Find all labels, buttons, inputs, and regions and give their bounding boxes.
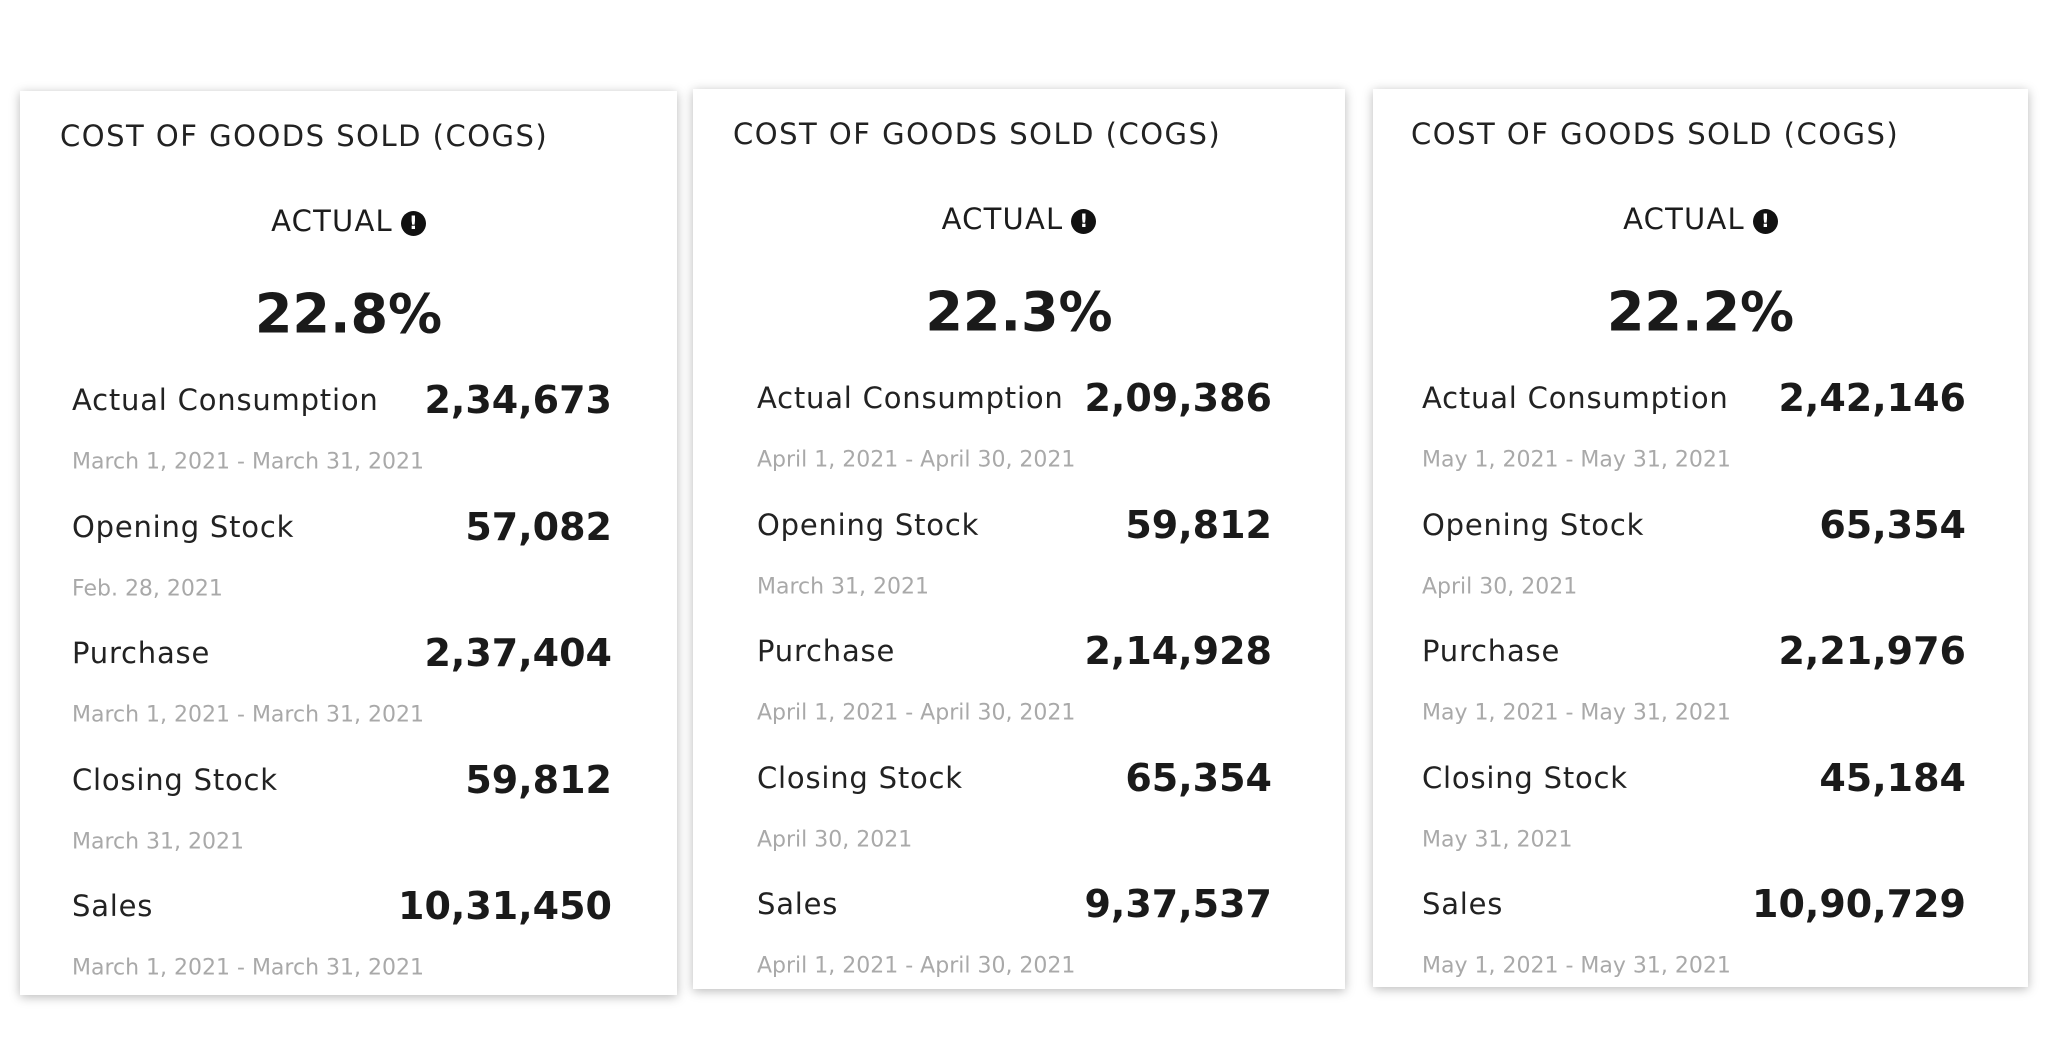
opening-stock-date: April 30, 2021 [1422, 574, 1578, 599]
actual-label: ACTUAL [941, 202, 1064, 236]
closing-stock-value: 45,184 [1819, 755, 1966, 800]
card-title: COST OF GOODS SOLD (COGS) [60, 119, 549, 153]
sales-date: March 1, 2021 - March 31, 2021 [72, 955, 424, 981]
closing-stock-date: March 31, 2021 [72, 829, 245, 854]
opening-stock-label: Opening Stock [72, 509, 295, 544]
actual-consumption-label: Actual Consumption [72, 383, 379, 417]
purchase-value: 2,37,404 [424, 631, 612, 675]
actual-heading: ACTUAL! [20, 204, 677, 238]
purchase-label: Purchase [1422, 634, 1561, 668]
actual-heading: ACTUAL! [693, 202, 1345, 236]
sales-label: Sales [1422, 887, 1504, 921]
opening-stock-label: Opening Stock [1422, 507, 1645, 542]
opening-stock-label: Opening Stock [757, 507, 980, 542]
cogs-percentage: 22.2% [1606, 280, 1795, 344]
closing-stock-date: May 31, 2021 [1422, 827, 1573, 852]
actual-consumption-date: May 1, 2021 - May 31, 2021 [1422, 447, 1731, 473]
purchase-label: Purchase [757, 634, 896, 668]
card-title: COST OF GOODS SOLD (COGS) [733, 117, 1222, 151]
actual-label: ACTUAL [1623, 202, 1745, 236]
purchase-date: March 1, 2021 - March 31, 2021 [72, 702, 424, 728]
purchase-date: May 1, 2021 - May 31, 2021 [1422, 700, 1731, 726]
opening-stock-value: 65,354 [1819, 502, 1966, 547]
closing-stock-label: Closing Stock [1422, 760, 1628, 795]
cogs-card: COST OF GOODS SOLD (COGS) ACTUAL! 22.8% Act… [20, 91, 677, 995]
closing-stock-date: April 30, 2021 [757, 827, 913, 852]
info-exclamation-icon[interactable]: ! [400, 211, 426, 236]
cogs-card: COST OF GOODS SOLD (COGS) ACTUAL! 22.3% Act… [693, 89, 1345, 989]
sales-value: 10,90,729 [1752, 882, 1966, 926]
info-exclamation-icon[interactable]: ! [1752, 209, 1778, 234]
sales-label: Sales [72, 889, 154, 923]
cogs-card: COST OF GOODS SOLD (COGS) ACTUAL! 22.2% Act… [1373, 89, 2028, 987]
purchase-value: 2,21,976 [1778, 629, 1966, 673]
actual-heading: ACTUAL! [1373, 202, 2028, 236]
closing-stock-value: 59,812 [465, 757, 612, 802]
actual-consumption-date: April 1, 2021 - April 30, 2021 [757, 447, 1076, 473]
sales-date: May 1, 2021 - May 31, 2021 [1422, 953, 1731, 979]
actual-consumption-date: March 1, 2021 - March 31, 2021 [72, 449, 424, 475]
info-exclamation-icon[interactable]: ! [1071, 209, 1097, 234]
opening-stock-date: March 31, 2021 [757, 574, 930, 599]
actual-consumption-value: 2,42,146 [1778, 376, 1966, 420]
closing-stock-label: Closing Stock [757, 760, 963, 795]
purchase-label: Purchase [72, 636, 211, 670]
opening-stock-value: 59,812 [1125, 502, 1272, 547]
actual-consumption-label: Actual Consumption [1422, 381, 1729, 415]
purchase-value: 2,14,928 [1084, 629, 1272, 673]
purchase-date: April 1, 2021 - April 30, 2021 [757, 700, 1076, 726]
actual-label: ACTUAL [271, 204, 393, 238]
opening-stock-date: Feb. 28, 2021 [72, 576, 223, 601]
actual-consumption-value: 2,34,673 [424, 378, 612, 422]
sales-value: 10,31,450 [398, 884, 612, 928]
card-title: COST OF GOODS SOLD (COGS) [1411, 117, 1900, 151]
actual-consumption-label: Actual Consumption [757, 381, 1064, 415]
sales-label: Sales [757, 887, 839, 921]
sales-value: 9,37,537 [1084, 882, 1272, 926]
actual-consumption-value: 2,09,386 [1084, 376, 1272, 420]
cogs-percentage: 22.3% [925, 280, 1113, 344]
closing-stock-value: 65,354 [1125, 755, 1272, 800]
sales-date: April 1, 2021 - April 30, 2021 [757, 953, 1076, 979]
closing-stock-label: Closing Stock [72, 762, 278, 797]
opening-stock-value: 57,082 [465, 504, 612, 549]
cogs-percentage: 22.8% [254, 282, 443, 346]
